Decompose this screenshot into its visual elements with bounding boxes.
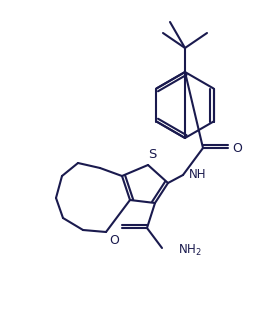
Text: O: O <box>109 233 119 247</box>
Text: S: S <box>148 148 156 162</box>
Text: NH: NH <box>189 169 207 181</box>
Text: NH$_2$: NH$_2$ <box>178 243 202 258</box>
Text: O: O <box>232 141 242 154</box>
